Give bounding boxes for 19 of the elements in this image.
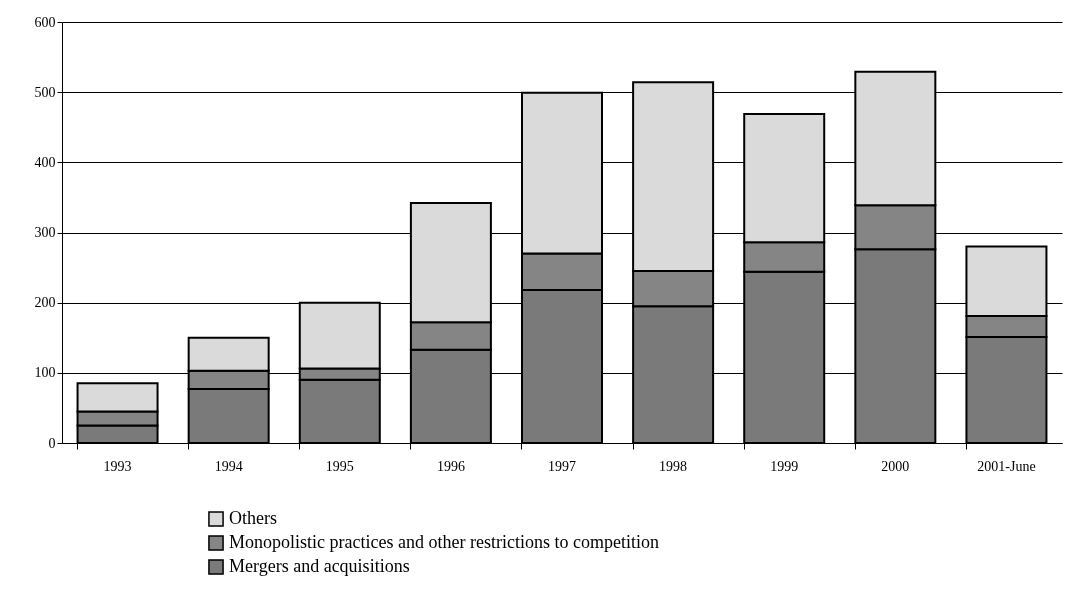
x-tick-label: 1998: [659, 458, 688, 474]
legend-label: Monopolistic practices and other restrictions to competition: [229, 532, 659, 552]
x-tick-label: 1999: [770, 458, 799, 474]
legend-label: Others: [229, 508, 277, 528]
y-tick-label: 600: [34, 14, 56, 30]
x-tick-label: 1996: [436, 458, 465, 474]
x-tick-label: 2000: [881, 458, 910, 474]
y-tick-label: 0: [48, 435, 56, 451]
x-tick-label: 1993: [103, 458, 132, 474]
x-tick-label: 1997: [548, 458, 576, 474]
x-tick-label: 1995: [325, 458, 354, 474]
y-tick-label: 200: [34, 295, 56, 311]
y-tick-label: 500: [34, 84, 56, 100]
x-tick-label: 2001-June: [977, 458, 1036, 474]
y-tick-label: 300: [34, 225, 56, 240]
y-tick-label: 100: [34, 365, 56, 381]
legend-label: Mergers and acquisitions: [229, 556, 410, 576]
x-tick-label: 1994: [214, 458, 243, 474]
y-tick-label: 400: [34, 154, 56, 170]
